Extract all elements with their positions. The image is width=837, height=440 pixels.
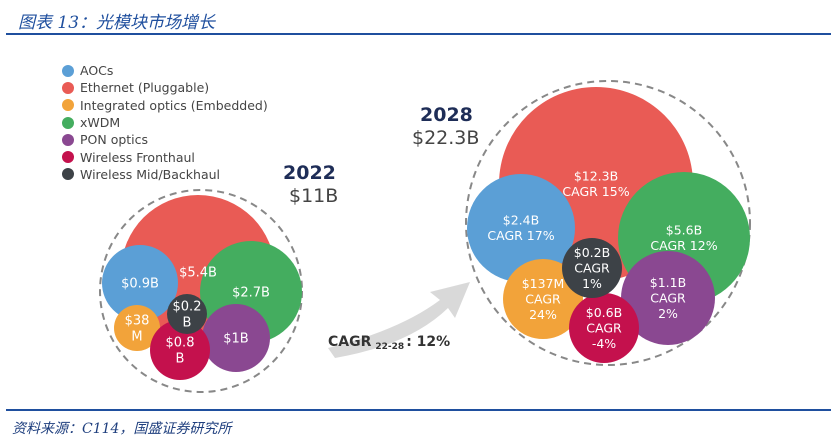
bubble-label: $2.4B CAGR 17% [487, 213, 554, 244]
bubble-2022-integrated-optics-embedded- [114, 305, 160, 351]
bubble-label: $2.7B [232, 286, 270, 301]
legend-item: Integrated optics (Embedded) [62, 97, 268, 114]
bubble-label: $0.2 B [173, 299, 202, 330]
legend-swatch [62, 81, 74, 94]
bubble-label: $137M CAGR 24% [522, 276, 565, 322]
legend-label: Wireless Fronthaul [80, 149, 195, 165]
bubble-2028-wireless-mid-backhaul [562, 238, 622, 298]
bubble-2028-integrated-optics-embedded- [503, 259, 583, 339]
legend-swatch [62, 168, 74, 181]
bubble-2022-wireless-fronthaul [150, 320, 210, 380]
legend-label: Ethernet (Pluggable) [80, 80, 210, 96]
bubble-2022-aocs [102, 245, 178, 321]
total-2022: $11B [289, 185, 339, 207]
bubble-2028-pon-optics [621, 251, 715, 345]
bubble-label: $1.1B CAGR 2% [650, 275, 686, 321]
bubble-2028-aocs [467, 174, 575, 282]
bottom-rule [6, 409, 831, 411]
bubble-label: $1B [223, 332, 248, 347]
bubble-label: $5.6B CAGR 12% [650, 223, 717, 254]
bubble-2028-wireless-fronthaul [569, 293, 639, 363]
bubble-2022-wireless-mid-backhaul [167, 294, 207, 334]
cagr-annotation: CAGR 22-28: 12% [328, 334, 450, 352]
legend-label: Integrated optics (Embedded) [80, 97, 268, 113]
bubble-label: $12.3B CAGR 15% [562, 169, 629, 200]
bubble-label: $0.2B CAGR 1% [574, 245, 610, 291]
year-2028: 2028 [420, 104, 473, 126]
total-outline-2022 [99, 189, 303, 393]
bubble-label: $0.9B [121, 277, 159, 292]
legend-swatch [62, 133, 74, 146]
bubble-label: $38 M [125, 313, 150, 344]
legend-label: Wireless Mid/Backhaul [80, 166, 221, 182]
legend-label: xWDM [80, 115, 121, 131]
legend-item: PON optics [62, 131, 268, 148]
bubble-label: $5.4B [179, 266, 217, 281]
bubble-label: $0.8 B [166, 335, 195, 366]
source-note: 资料来源：C114，国盛证券研究所 [12, 421, 232, 437]
legend-item: AOCs [62, 62, 268, 79]
legend-item: Ethernet (Pluggable) [62, 79, 268, 96]
total-2028: $22.3B [412, 127, 480, 149]
growth-arrow [328, 282, 470, 358]
bubble-label: $0.6B CAGR -4% [586, 305, 622, 351]
legend-item: Wireless Mid/Backhaul [62, 166, 268, 183]
year-2022: 2022 [283, 162, 336, 184]
total-outline-2028 [465, 80, 751, 366]
legend-label: PON optics [80, 132, 149, 148]
legend-item: xWDM [62, 114, 268, 131]
bubble-2022-pon-optics [202, 304, 270, 372]
legend-swatch [62, 151, 74, 164]
legend-swatch [62, 116, 74, 129]
figure-title: 图表 13：光模块市场增长 [18, 13, 216, 33]
legend-swatch [62, 64, 74, 77]
legend-label: AOCs [80, 63, 114, 79]
legend-swatch [62, 99, 74, 112]
legend: AOCs Ethernet (Pluggable) Integrated optic… [62, 62, 268, 183]
legend-item: Wireless Fronthaul [62, 148, 268, 165]
top-rule [6, 33, 831, 35]
